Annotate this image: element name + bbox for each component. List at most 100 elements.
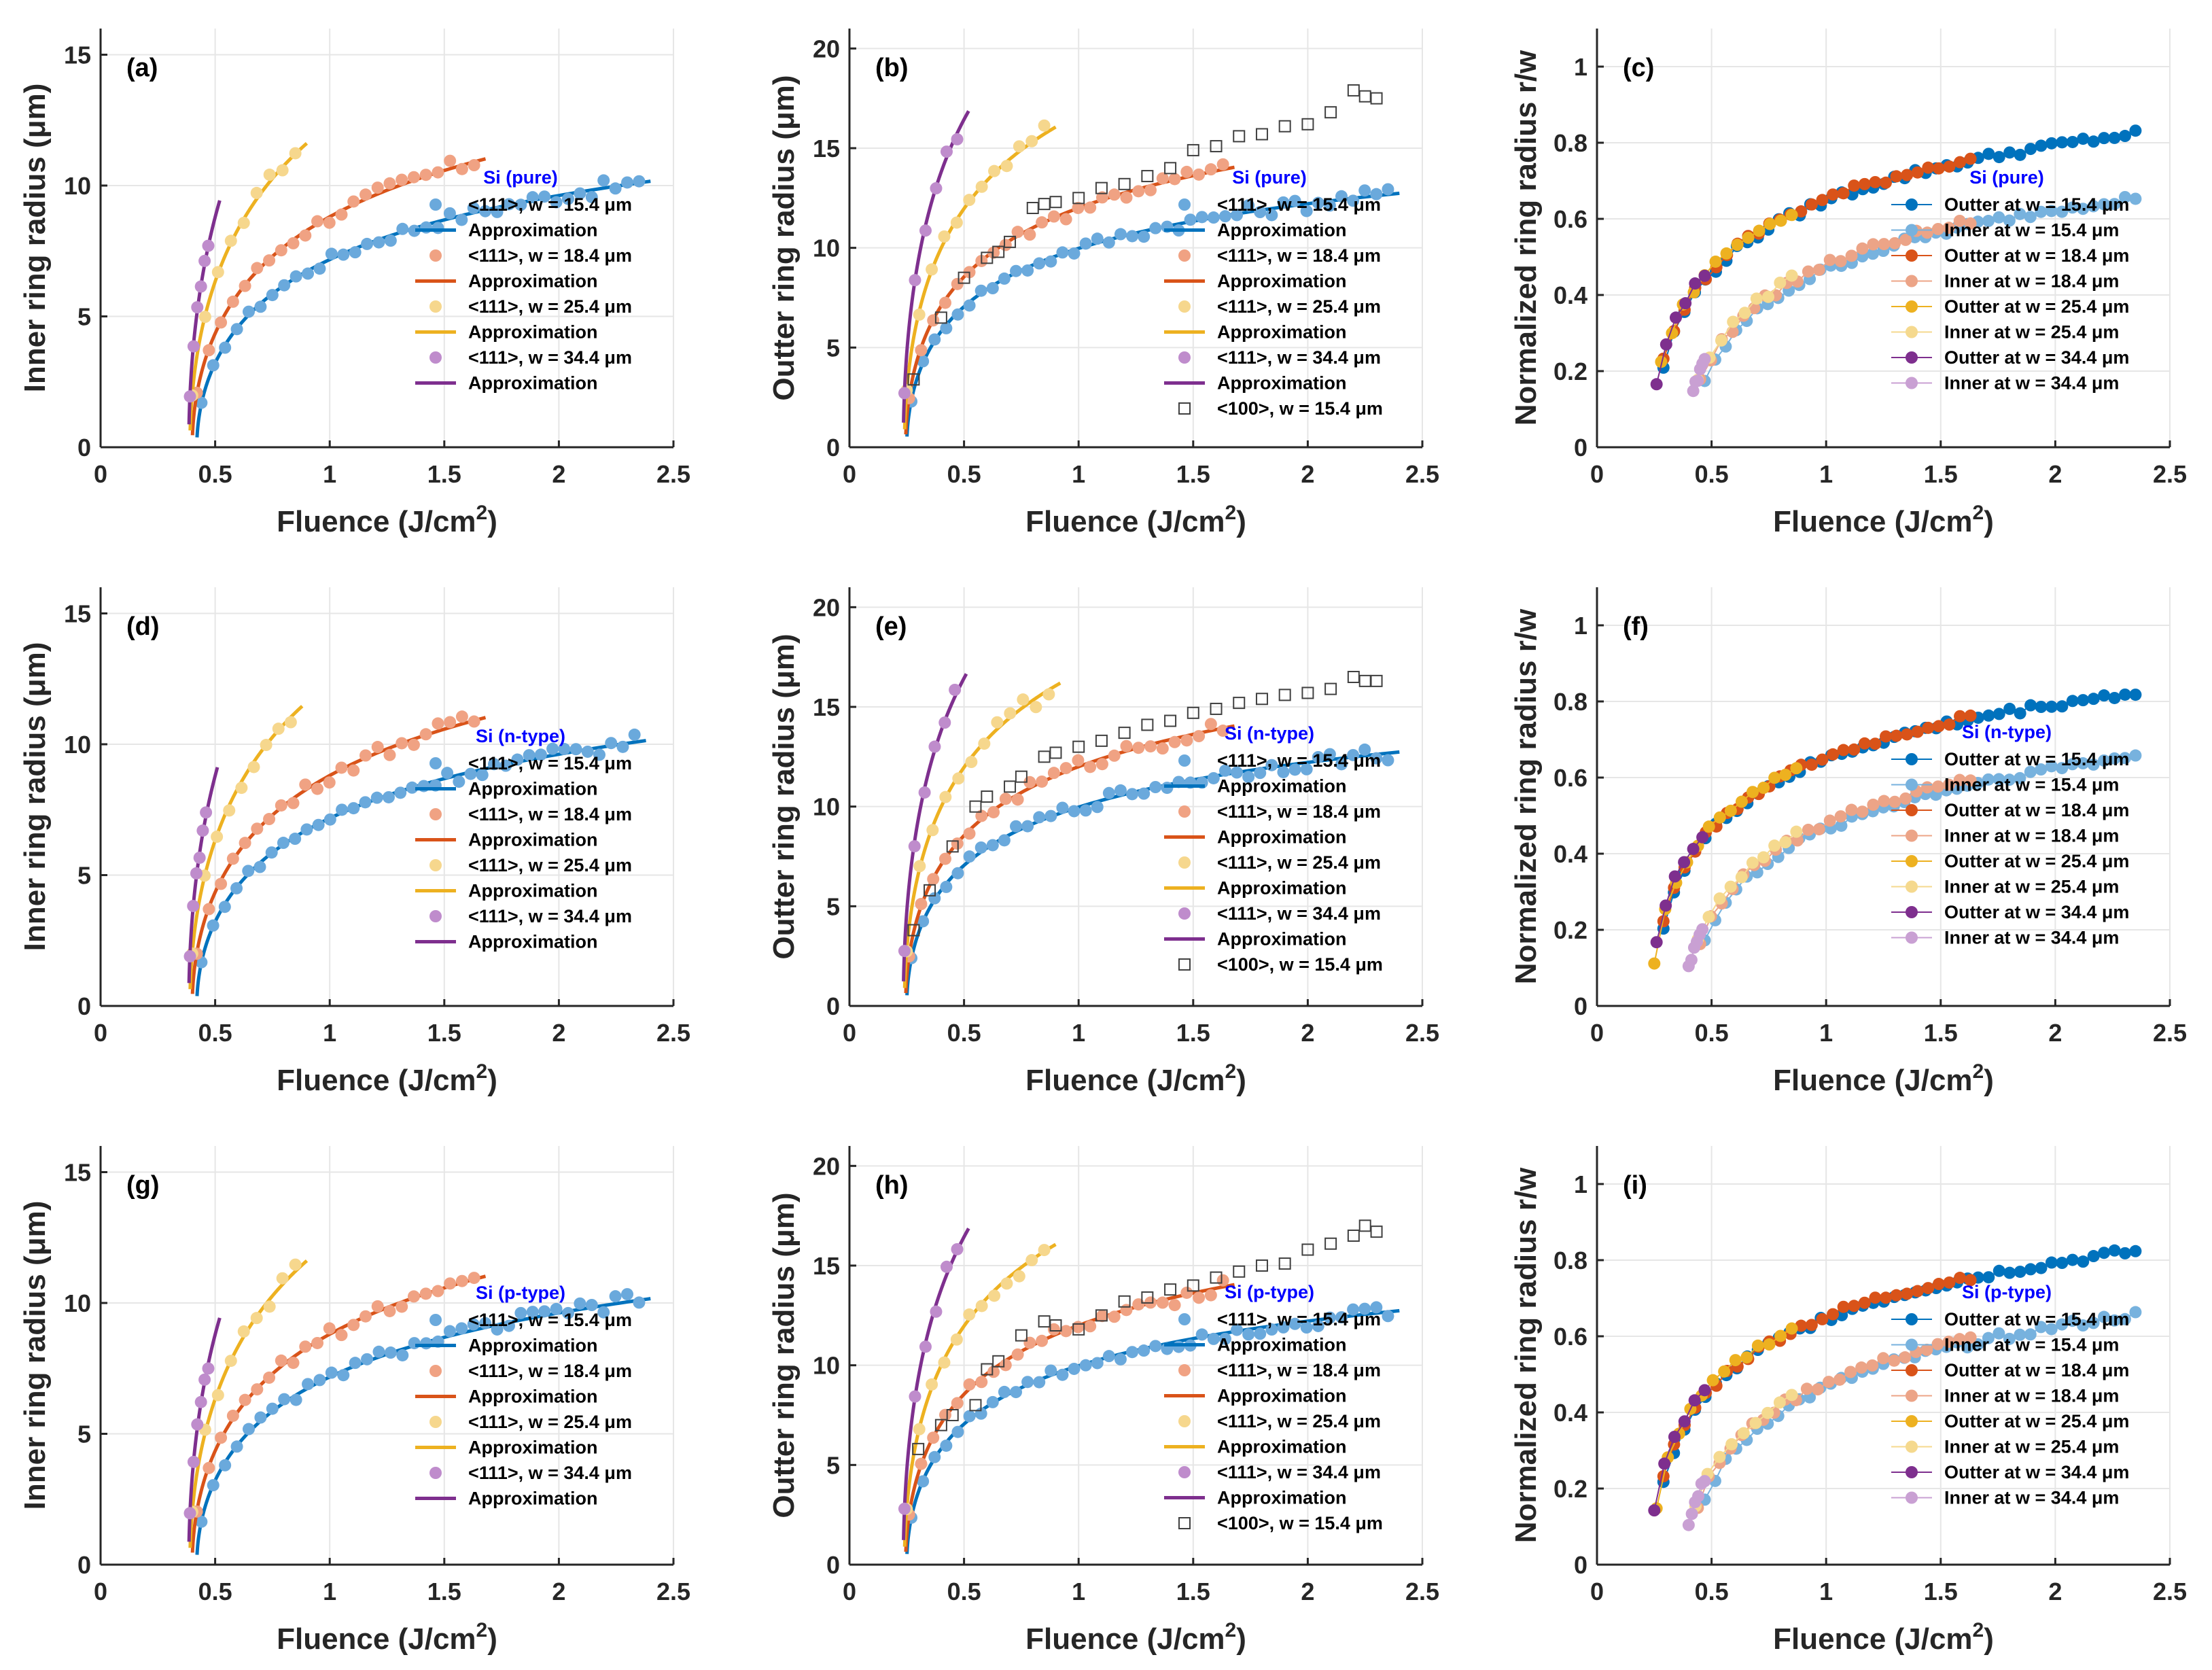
chart-a-series-1-point: [372, 236, 385, 249]
chart-b-series-2-point: [1011, 226, 1024, 239]
chart-d-legend-label: Approximation: [468, 881, 598, 901]
chart-a-data: [183, 141, 651, 438]
chart-a-series-1-point: [408, 224, 421, 237]
chart-f-series-5-point: [1702, 820, 1715, 833]
chart-b-legend-label: <100>, w = 15.4 μm: [1217, 398, 1383, 419]
chart-h-series-3-point: [1000, 1277, 1013, 1290]
chart-g-series-1-point: [550, 1302, 563, 1315]
chart-i-series-3-point: [1901, 1287, 1914, 1300]
chart-a-series-1-point: [514, 198, 527, 211]
chart-d-series-2-point: [287, 797, 300, 810]
chart-h-series-3-point: [926, 1378, 938, 1391]
chart-c-legend-label: Outter at w = 34.4 μm: [1944, 347, 2129, 368]
chart-c-series-6-point: [1715, 334, 1727, 347]
chart-d-legend-label: Approximation: [468, 932, 598, 952]
chart-i-data: [1648, 1244, 2142, 1531]
chart-e-y-tick-label: 15: [813, 693, 840, 721]
chart-c-series-6-point: [1738, 307, 1751, 319]
chart-d-series-2-point: [275, 799, 287, 812]
chart-e-y-axis-label: Outter ring radius (μm): [767, 633, 801, 959]
chart-i-series-1-point: [2045, 1256, 2058, 1269]
chart-a-x-tick-label: 2.5: [656, 460, 690, 488]
chart-i-series-4-point: [1899, 1351, 1912, 1364]
chart-b-x-tick-label: 2.5: [1405, 460, 1439, 488]
chart-c-series-4-point: [1856, 242, 1869, 255]
chart-d-series-2-point: [323, 776, 336, 789]
chart-f-legend-marker: [1906, 778, 1918, 791]
chart-g-series-4-point: [202, 1362, 215, 1375]
chart-c-legend-title: Si (pure): [1969, 167, 2044, 188]
chart-h-series-2-point: [1204, 1289, 1217, 1302]
chart-h-series-1-point: [1312, 1319, 1324, 1332]
chart-d-series-1-point: [370, 791, 383, 804]
chart-b-x-tick-label: 2: [1301, 460, 1314, 488]
chart-e-square-point: [1301, 686, 1314, 699]
chart-h-square-point: [992, 1355, 1005, 1368]
chart-b-series-3-point: [950, 216, 963, 229]
chart-a-legend-label: Approximation: [468, 220, 598, 241]
chart-c-x-tick-label: 2: [2048, 460, 2062, 488]
chart-g-series-1-point: [479, 1317, 492, 1329]
chart-c-series-2-point: [2129, 192, 2142, 205]
chart-b-series-2-point: [1095, 191, 1108, 204]
chart-e-series-3-point: [952, 772, 965, 785]
chart-f-legend-label: Inner at w = 34.4 μm: [1944, 928, 2119, 948]
chart-h-square-point: [1301, 1243, 1314, 1256]
chart-g-y-axis-label: Inner ring radius (μm): [18, 1201, 52, 1510]
chart-f-x-axis-label: Fluence (J/cm2): [1773, 1060, 1994, 1097]
chart-f-legend-title: Si (n-type): [1962, 722, 2052, 742]
chart-e-y-tick-label: 5: [826, 892, 840, 920]
chart-e-legend-title: Si (n-type): [1225, 723, 1314, 744]
chart-c-series-3-point: [1901, 169, 1914, 181]
chart-c-panel-label: (c): [1623, 54, 1654, 82]
chart-a-series-3-point: [211, 266, 224, 279]
chart-h-y-tick-label: 5: [826, 1451, 840, 1479]
chart-g-series-1-point: [420, 1337, 433, 1350]
chart-e-series-2-point: [975, 810, 988, 822]
chart-b-legend-label: Approximation: [1217, 271, 1347, 292]
chart-b-series-4-point: [909, 274, 921, 287]
chart-i-y-tick-label: 1: [1574, 1170, 1587, 1198]
chart-d-panel-label: (d): [126, 612, 160, 641]
chart-h-series-2-point: [975, 1376, 988, 1389]
chart-b-series-1-point: [1370, 188, 1383, 201]
chart-f-series-3-point: [1837, 744, 1850, 756]
chart-c-series-4-point: [1802, 265, 1814, 278]
chart-g-series-1-point: [467, 1318, 480, 1331]
chart-b-y-axis-label: Outter ring radius (μm): [767, 75, 801, 400]
chart-f-series-6-point: [1768, 839, 1781, 852]
chart-g-series-4-point: [191, 1418, 204, 1431]
chart-g-legend-label: <111>, w = 18.4 μm: [468, 1361, 632, 1381]
chart-a-series-4-point: [187, 340, 200, 353]
chart-i-series-1-point: [2118, 1247, 2131, 1259]
chart-f-series-1-point: [2003, 702, 2016, 715]
chart-c-series-7-point: [1698, 269, 1711, 282]
chart-b-series-1-point: [940, 321, 953, 334]
chart-d-series-2-point: [215, 877, 228, 890]
chart-g-series-1-point: [266, 1402, 279, 1415]
chart-d-series-1-point: [593, 748, 606, 761]
chart-i-series-2-point: [2129, 1306, 2142, 1319]
chart-h-series-4-point: [940, 1260, 953, 1273]
chart-f-series-1-point: [2077, 694, 2090, 707]
chart-g-series-2-point: [371, 1300, 384, 1312]
chart-e-square-point: [1049, 746, 1062, 759]
chart-d-legend: Si (n-type) <111>, w = 15.4 μm Approximati…: [415, 726, 632, 952]
chart-h-series-2-point: [1132, 1298, 1145, 1311]
chart-g-series-3-point: [276, 1272, 289, 1285]
chart-b-x-axis-label: Fluence (J/cm2): [1025, 502, 1246, 538]
chart-e-legend-label: <100>, w = 15.4 μm: [1217, 954, 1383, 975]
chart-g-x-tick-label: 0.5: [198, 1578, 232, 1605]
chart-h-series-1-point: [998, 1385, 1011, 1398]
chart-c-series-7-point: [1689, 277, 1702, 290]
chart-b-legend-label: Approximation: [1217, 220, 1347, 241]
chart-b-series-1-point: [928, 333, 941, 346]
chart-h-square-point: [1118, 1295, 1131, 1308]
chart-a-legend-marker: [429, 351, 442, 364]
chart-d-legend-label: <111>, w = 15.4 μm: [468, 753, 632, 773]
chart-f-series-2-point: [2087, 758, 2100, 771]
chart-i-legend-label: Outter at w = 25.4 μm: [1944, 1411, 2129, 1431]
chart-e-series-2-point: [1047, 767, 1060, 780]
chart-b-series-2-point: [1023, 228, 1036, 241]
